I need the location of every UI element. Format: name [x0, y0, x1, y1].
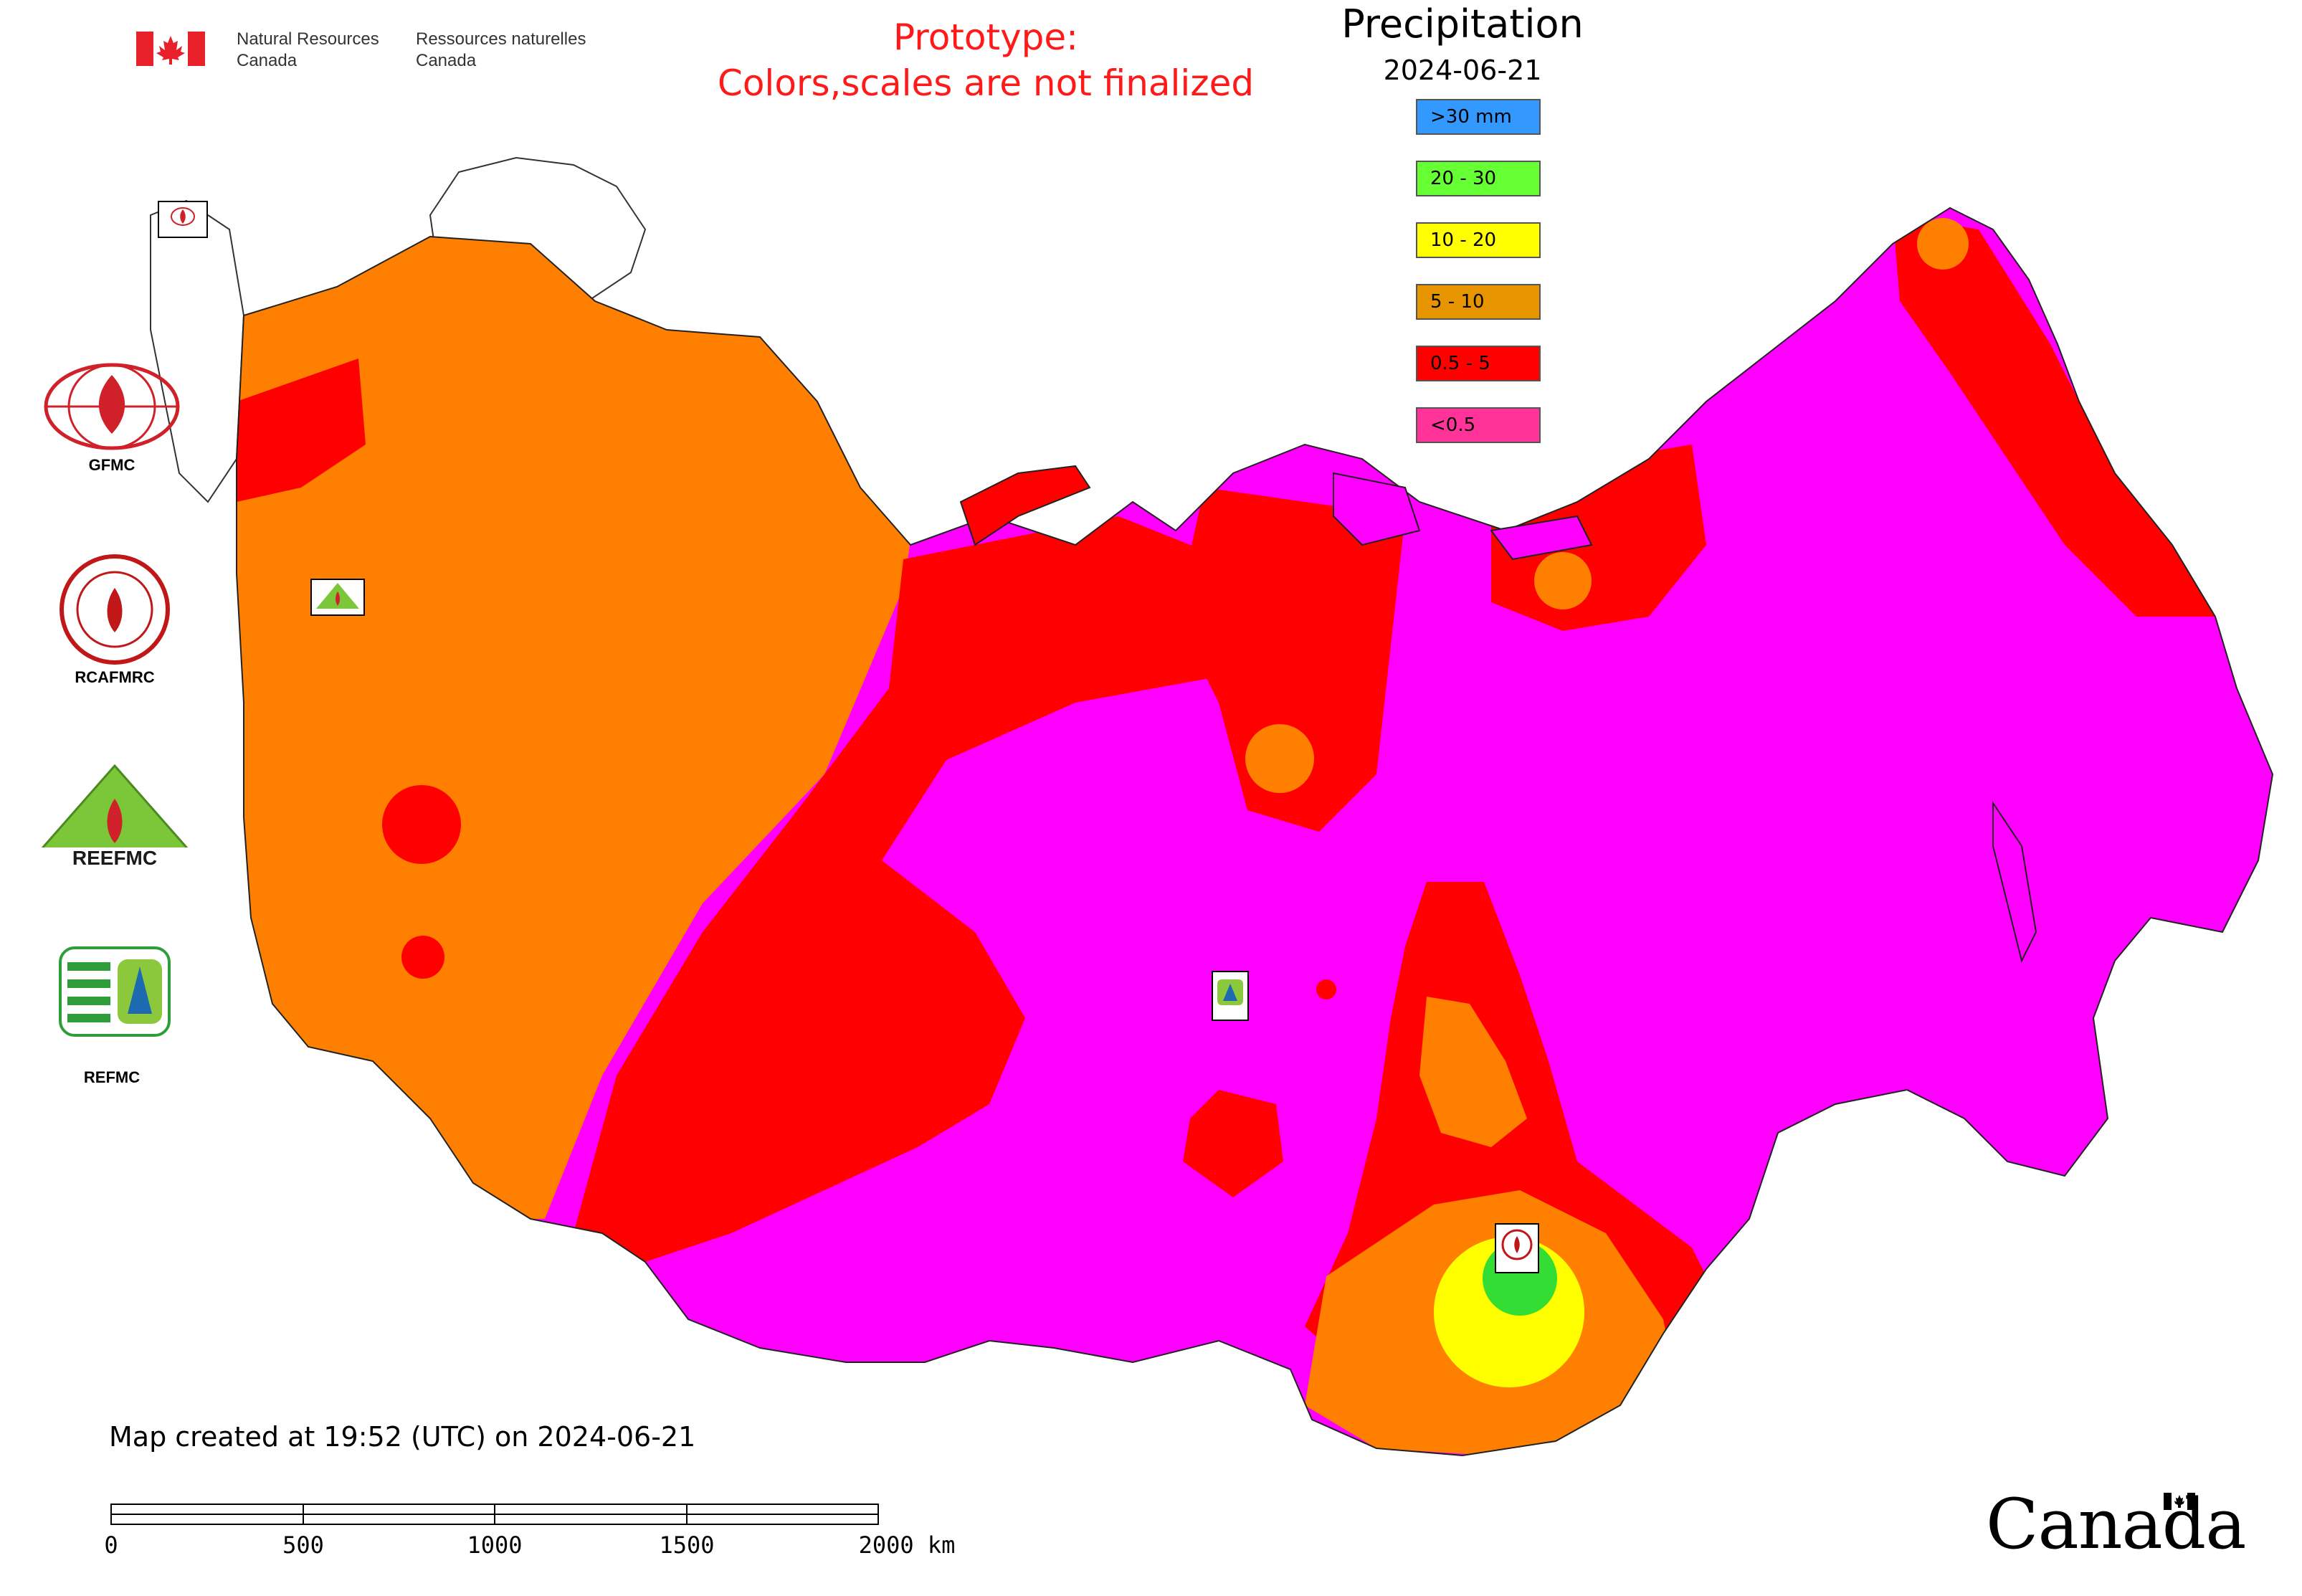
legend-item-3: 5 - 10 [1416, 284, 1541, 320]
scale-label-3: 1500 [659, 1531, 715, 1559]
legend-item-0: >30 mm [1416, 99, 1541, 135]
zone-5-10-northeast-spot [1534, 552, 1592, 609]
severnaya-zemlya [1333, 472, 1421, 546]
rcafmrc-logo [60, 554, 170, 665]
zone-5-10-west [237, 215, 932, 1219]
scale-label-4: 2000 km [858, 1531, 956, 1559]
zone-0-5-5-west-spot-2 [401, 936, 444, 979]
svg-text:REEFMC: REEFMC [72, 847, 157, 869]
refmc-label: REFMC [83, 1068, 141, 1086]
rcafmrc-station-marker[interactable] [1495, 1223, 1539, 1273]
canada-wordmark: Canada [1986, 1484, 2246, 1564]
gfmc-label: GFMC [88, 456, 135, 474]
legend-item-2: 10 - 20 [1416, 222, 1541, 258]
legend-item-4: 0.5 - 5 [1416, 346, 1541, 381]
map-created-timestamp: Map created at 19:52 (UTC) on 2024-06-21 [109, 1421, 696, 1453]
prototype-notice-line1: Prototype: [893, 16, 1079, 58]
gfmc-logo [44, 363, 180, 450]
legend-date: 2024-06-21 [1383, 54, 1542, 86]
zone-0-5-5-west-spot-1 [382, 785, 461, 864]
zone-5-10-baikal [1419, 997, 1527, 1147]
zone-0-5-5-small-spot [1316, 979, 1336, 999]
canada-wordmark-flag-icon [2164, 1493, 2195, 1510]
sakhalin [1992, 800, 2037, 963]
new-siberian-islands [1490, 515, 1593, 561]
legend-item-1: 20 - 30 [1416, 161, 1541, 196]
rcafmrc-label: RCAFMRC [75, 668, 155, 686]
refmc-station-marker[interactable] [1212, 971, 1249, 1021]
zone-5-10-kamchatka-spot [1917, 218, 1969, 270]
scale-label-0: 0 [104, 1531, 118, 1559]
zone-0-5-5-north [1176, 488, 1405, 832]
reefmc-logo: REEFMC [37, 764, 192, 869]
zone-0-5-5-kamchatka [1893, 215, 2215, 617]
legend-item-5: <0.5 [1416, 407, 1541, 443]
zone-0-5-5-northwest [237, 358, 366, 502]
novaya-zemlya [959, 465, 1091, 546]
zone-0-5-5-central-spot [1183, 1090, 1283, 1197]
zone-5-10-north-spot [1245, 724, 1314, 793]
northwest-europe-outline [150, 199, 245, 503]
department-name-english: Natural Resources Canada [237, 29, 379, 70]
prototype-notice-line2: Colors,scales are not finalized [717, 62, 1255, 104]
refmc-logo [59, 946, 171, 1037]
scale-label-1: 500 [282, 1531, 324, 1559]
gfmc-station-marker[interactable] [158, 201, 208, 238]
scale-bar [110, 1504, 879, 1525]
scale-label-2: 1000 [467, 1531, 523, 1559]
department-name-french: Ressources naturelles Canada [416, 29, 586, 70]
canada-flag-icon [136, 32, 205, 66]
prototype-notice: Prototype: Colors,scales are not finaliz… [617, 14, 1355, 106]
zone-0-5-5-central [574, 516, 1262, 1262]
legend-title: Precipitation [1341, 1, 1584, 47]
reefmc-station-marker[interactable] [310, 579, 365, 616]
